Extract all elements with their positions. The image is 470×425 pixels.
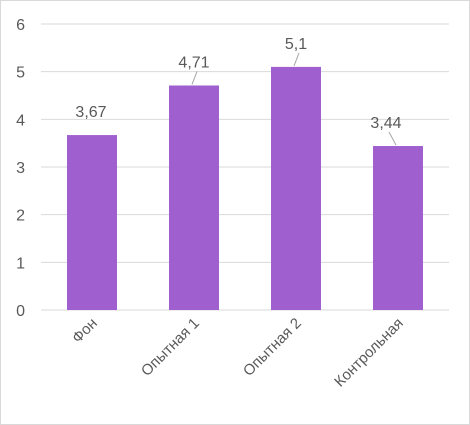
data-label-leaders <box>191 52 397 146</box>
bar-1 <box>67 135 117 310</box>
y-tick-label-3: 3 <box>16 160 25 177</box>
category-label-3: Опытная 2 <box>240 315 305 380</box>
bar-2 <box>169 85 219 311</box>
y-tick-label-0: 0 <box>16 303 25 320</box>
y-tick-label-4: 4 <box>16 112 25 129</box>
y-tick-label-5: 5 <box>16 65 25 82</box>
leader-line-2 <box>191 71 198 85</box>
bar-3 <box>271 66 321 311</box>
y-axis-ticks: 0 1 2 3 4 5 6 <box>16 17 25 320</box>
leader-line-4 <box>388 131 397 146</box>
data-label-4: 3,44 <box>370 115 401 132</box>
category-label-2: Опытная 1 <box>138 315 203 380</box>
x-axis-categories: Фон Опытная 1 Опытная 2 Контрольная <box>69 315 407 391</box>
bar-4 <box>373 146 423 310</box>
data-labels: 3,67 4,71 5,1 3,44 <box>75 36 401 132</box>
bars <box>67 66 423 311</box>
leader-line-3 <box>293 52 300 67</box>
y-tick-label-2: 2 <box>16 208 25 225</box>
data-label-1: 3,67 <box>75 104 106 121</box>
category-label-4: Контрольная <box>331 315 407 391</box>
category-label-1: Фон <box>69 315 101 347</box>
y-tick-label-6: 6 <box>16 17 25 34</box>
data-label-2: 4,71 <box>178 54 209 71</box>
data-label-3: 5,1 <box>285 36 307 53</box>
y-tick-label-1: 1 <box>16 255 25 272</box>
